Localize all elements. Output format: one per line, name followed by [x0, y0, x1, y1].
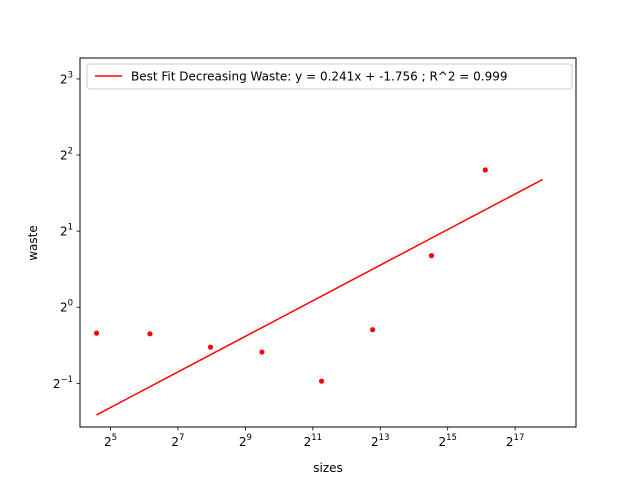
data-point: [428, 253, 435, 259]
series-layer: [93, 167, 543, 416]
data-point: [318, 378, 325, 384]
y-axis-label: waste: [26, 225, 40, 261]
data-point: [93, 330, 100, 336]
y-tick-label: 21: [60, 223, 73, 239]
y-tick-label: 2−1: [53, 375, 73, 391]
y-tick-label: 23: [60, 70, 73, 86]
x-tick-label: 215: [438, 433, 456, 449]
x-tick-label: 213: [371, 433, 389, 449]
data-point: [259, 349, 265, 355]
legend: Best Fit Decreasing Waste: y = 0.241x + …: [86, 63, 573, 90]
y-axis-ticks: 2−1 20 21 22 23: [53, 70, 80, 391]
x-tick-label: 211: [304, 433, 322, 449]
fit-line: [96, 178, 543, 416]
legend-box: [86, 63, 573, 90]
x-tick-label: 29: [239, 433, 252, 449]
x-axis-label: sizes: [313, 461, 343, 475]
x-tick-label: 217: [506, 433, 524, 449]
data-point: [207, 344, 214, 350]
x-tick-label: 27: [171, 433, 184, 449]
x-axis-ticks: 25 27 29 211 213 215 217: [104, 427, 524, 449]
y-tick-label: 22: [60, 147, 73, 163]
x-tick-label: 25: [104, 433, 117, 449]
axes-frame: [79, 57, 577, 428]
legend-label: Best Fit Decreasing Waste: y = 0.241x + …: [131, 70, 508, 84]
data-point: [370, 327, 376, 333]
y-tick-label: 20: [60, 299, 73, 315]
data-point: [482, 167, 488, 173]
data-point: [147, 331, 153, 337]
